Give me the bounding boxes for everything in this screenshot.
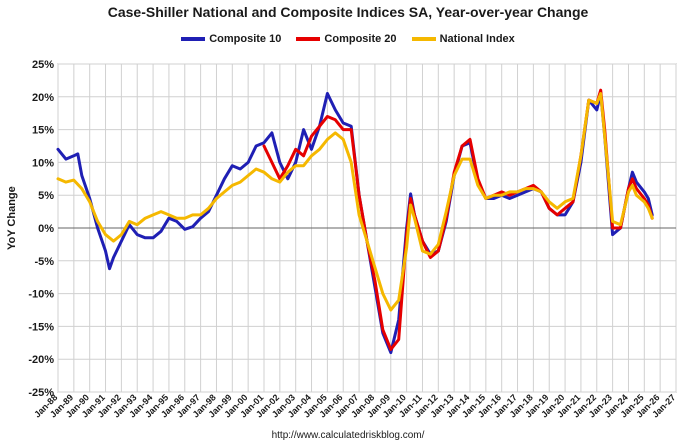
legend-label-composite-10: Composite 10: [209, 33, 282, 46]
y-tick-label: 0%: [38, 223, 54, 235]
legend-item-composite-20: Composite 20: [296, 33, 397, 46]
y-tick-label: -15%: [28, 321, 54, 333]
y-tick-label: -20%: [28, 354, 54, 366]
legend-label-national-index: National Index: [439, 33, 515, 46]
legend-swatch-composite-20: [296, 37, 321, 42]
y-tick-label: 20%: [32, 92, 54, 104]
y-tick-label: 10%: [32, 157, 54, 169]
legend-swatch-composite-10: [181, 37, 206, 42]
y-tick-label: 25%: [32, 59, 54, 71]
chart-title: Case-Shiller National and Composite Indi…: [107, 4, 589, 20]
y-tick-label: -10%: [28, 289, 54, 301]
y-tick-label: 15%: [32, 125, 54, 137]
legend-item-national-index: National Index: [411, 33, 515, 46]
source-link[interactable]: http://www.calculatedriskblog.com/: [271, 430, 425, 441]
legend-item-composite-10: Composite 10: [181, 33, 281, 45]
y-tick-label: -5%: [34, 256, 54, 268]
series-line-national-index: [56, 92, 654, 312]
legend: Composite 10 Composite 20 National Index: [0, 33, 696, 45]
y-tick-label: 5%: [38, 190, 54, 202]
y-tick-label: -25%: [28, 387, 54, 399]
legend-swatch-national-index: [411, 37, 436, 42]
legend-label-composite-20: Composite 20: [324, 33, 397, 46]
